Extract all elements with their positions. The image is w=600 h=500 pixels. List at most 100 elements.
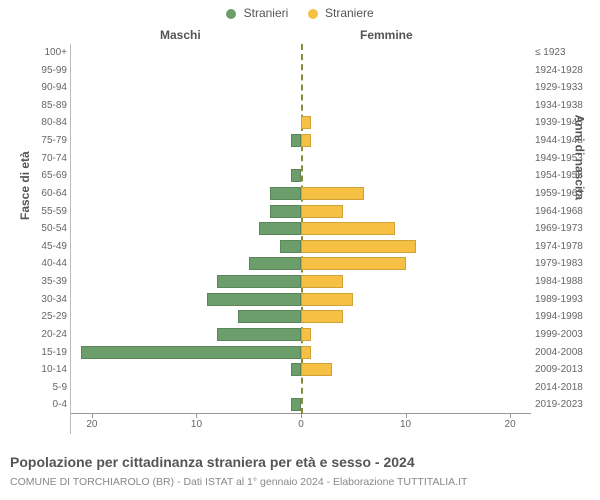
- x-tick-label: 0: [298, 419, 304, 430]
- birth-year-label: 1939-1943: [535, 114, 593, 132]
- birth-year-label: 1984-1988: [535, 273, 593, 291]
- header-maschi: Maschi: [160, 28, 201, 42]
- bar-male: [291, 398, 301, 411]
- x-tick-mark: [196, 414, 197, 418]
- birth-year-label: 1924-1928: [535, 62, 593, 80]
- bar-female: [301, 134, 311, 147]
- chart-subtitle: COMUNE DI TORCHIAROLO (BR) - Dati ISTAT …: [10, 476, 467, 488]
- age-label: 15-19: [29, 344, 67, 362]
- bar-female: [301, 346, 311, 359]
- age-label: 45-49: [29, 238, 67, 256]
- legend-male-label: Stranieri: [244, 6, 289, 20]
- birth-year-label: 1964-1968: [535, 203, 593, 221]
- bar-female: [301, 293, 353, 306]
- bar-male: [81, 346, 301, 359]
- legend-female: Straniere: [308, 6, 374, 20]
- age-label: 95-99: [29, 62, 67, 80]
- bar-female: [301, 257, 406, 270]
- x-tick-label: 20: [86, 419, 97, 430]
- age-row: 20-241999-2003: [71, 326, 531, 344]
- age-row: 75-791944-1948: [71, 132, 531, 150]
- bar-male: [280, 240, 301, 253]
- birth-year-label: 1994-1998: [535, 308, 593, 326]
- age-row: 100+≤ 1923: [71, 44, 531, 62]
- legend: Stranieri Straniere: [0, 6, 600, 20]
- birth-year-label: 2014-2018: [535, 379, 593, 397]
- age-row: 70-741949-1953: [71, 150, 531, 168]
- bar-male: [291, 363, 301, 376]
- legend-male-swatch: [226, 9, 236, 19]
- x-tick-mark: [92, 414, 93, 418]
- age-row: 25-291994-1998: [71, 308, 531, 326]
- birth-year-label: 1934-1938: [535, 97, 593, 115]
- age-label: 5-9: [29, 379, 67, 397]
- bar-male: [291, 134, 301, 147]
- birth-year-label: 1974-1978: [535, 238, 593, 256]
- population-pyramid-chart: Stranieri Straniere Maschi Femmine Fasce…: [0, 0, 600, 500]
- bar-male: [259, 222, 301, 235]
- birth-year-label: 1989-1993: [535, 291, 593, 309]
- bar-female: [301, 328, 311, 341]
- age-row: 85-891934-1938: [71, 97, 531, 115]
- age-label: 70-74: [29, 150, 67, 168]
- bar-male: [217, 328, 301, 341]
- age-label: 30-34: [29, 291, 67, 309]
- age-label: 20-24: [29, 326, 67, 344]
- bar-male: [270, 205, 301, 218]
- bar-male: [291, 169, 301, 182]
- age-row: 40-441979-1983: [71, 255, 531, 273]
- birth-year-label: 1999-2003: [535, 326, 593, 344]
- age-label: 55-59: [29, 203, 67, 221]
- chart-title: Popolazione per cittadinanza straniera p…: [10, 454, 415, 470]
- birth-year-label: 1954-1958: [535, 167, 593, 185]
- age-label: 100+: [29, 44, 67, 62]
- age-label: 85-89: [29, 97, 67, 115]
- legend-female-swatch: [308, 9, 318, 19]
- x-tick-mark: [510, 414, 511, 418]
- age-label: 35-39: [29, 273, 67, 291]
- age-label: 25-29: [29, 308, 67, 326]
- bar-female: [301, 240, 416, 253]
- age-row: 35-391984-1988: [71, 273, 531, 291]
- x-tick-label: 20: [505, 419, 516, 430]
- birth-year-label: 1959-1963: [535, 185, 593, 203]
- age-row: 10-142009-2013: [71, 361, 531, 379]
- age-row: 30-341989-1993: [71, 291, 531, 309]
- birth-year-label: 2004-2008: [535, 344, 593, 362]
- birth-year-label: 2019-2023: [535, 396, 593, 414]
- birth-year-label: 1969-1973: [535, 220, 593, 238]
- bar-female: [301, 363, 332, 376]
- age-label: 10-14: [29, 361, 67, 379]
- bar-male: [270, 187, 301, 200]
- header-femmine: Femmine: [360, 28, 413, 42]
- age-row: 45-491974-1978: [71, 238, 531, 256]
- age-label: 65-69: [29, 167, 67, 185]
- bar-female: [301, 205, 343, 218]
- x-tick-mark: [406, 414, 407, 418]
- age-label: 50-54: [29, 220, 67, 238]
- bar-female: [301, 116, 311, 129]
- age-row: 90-941929-1933: [71, 79, 531, 97]
- age-label: 60-64: [29, 185, 67, 203]
- age-row: 5-92014-2018: [71, 379, 531, 397]
- birth-year-label: 1944-1948: [535, 132, 593, 150]
- bar-female: [301, 222, 395, 235]
- age-row: 55-591964-1968: [71, 203, 531, 221]
- age-label: 75-79: [29, 132, 67, 150]
- bar-female: [301, 187, 364, 200]
- bar-male: [207, 293, 301, 306]
- x-tick-label: 10: [400, 419, 411, 430]
- age-row: 65-691954-1958: [71, 167, 531, 185]
- birth-year-label: 2009-2013: [535, 361, 593, 379]
- age-label: 80-84: [29, 114, 67, 132]
- age-label: 90-94: [29, 79, 67, 97]
- bar-male: [217, 275, 301, 288]
- birth-year-label: 1979-1983: [535, 255, 593, 273]
- age-label: 40-44: [29, 255, 67, 273]
- bar-female: [301, 310, 343, 323]
- x-tick-label: 10: [191, 419, 202, 430]
- x-tick-mark: [301, 414, 302, 418]
- age-row: 15-192004-2008: [71, 344, 531, 362]
- age-row: 0-42019-2023: [71, 396, 531, 414]
- age-row: 95-991924-1928: [71, 62, 531, 80]
